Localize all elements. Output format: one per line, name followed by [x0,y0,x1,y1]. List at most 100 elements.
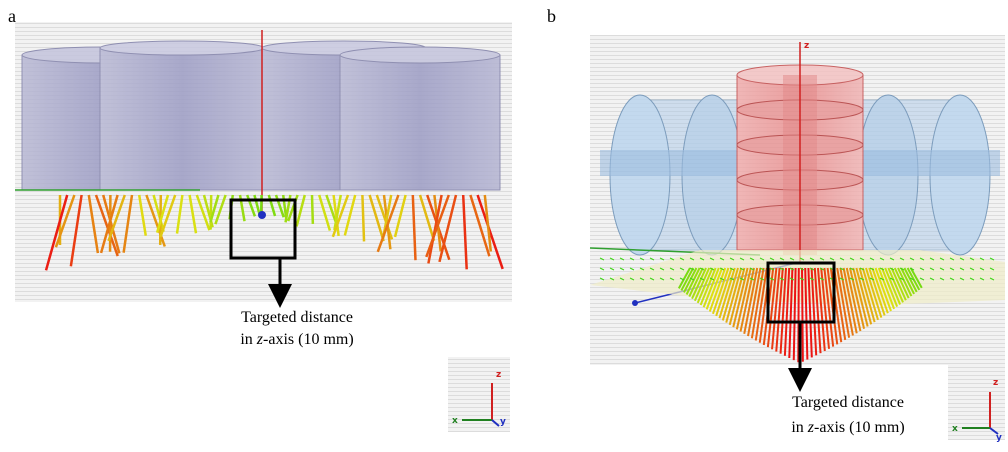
vector [865,267,883,318]
vector [823,267,835,347]
vector [295,194,307,227]
vector [754,267,768,341]
vector [732,267,749,328]
vector [669,257,675,261]
vector [879,267,885,271]
vector [483,194,493,252]
vector [859,267,865,271]
vector [989,267,995,271]
vector [679,257,685,261]
vector [683,267,698,293]
vector [884,267,902,305]
vector [699,277,705,281]
vector [99,194,119,254]
vector [649,277,655,281]
vector [749,267,755,271]
vector [719,277,725,281]
vector [836,267,851,338]
vector [209,194,220,223]
vector [715,267,733,317]
vector [721,267,739,321]
caption-line: in z-axis (10 mm) [240,331,353,348]
vector [789,257,795,261]
vector [949,277,955,281]
vector [881,267,899,308]
vector [629,277,635,281]
coil-cylinders [21,40,501,191]
vector [685,267,701,295]
vector [619,277,625,281]
vector [729,277,735,281]
vector [619,257,625,261]
vector [728,267,746,326]
vector [861,267,879,321]
vector [839,277,845,281]
vector [979,277,985,281]
vector [669,277,675,281]
vector [689,277,695,281]
vector [677,267,691,289]
axis-triad: z x y [948,365,1005,443]
vector [739,257,745,261]
vector [939,277,945,281]
vector [801,267,804,362]
vector [839,257,845,261]
vector [376,194,400,253]
vector [969,267,975,271]
vector [879,277,885,281]
vector [949,257,955,261]
vector [919,257,925,261]
vector [809,277,815,281]
vector [899,257,905,261]
vector [469,194,491,257]
vector [979,267,985,271]
vector [214,194,227,225]
vector [688,267,704,298]
vector [669,267,675,271]
vector [739,277,745,281]
vector [929,257,935,261]
vector [859,277,865,281]
panel-b: b z Targeted distance in z-axis (10 mm) [547,6,1005,443]
vector [87,194,100,254]
panel-label: a [8,6,16,26]
vector [709,277,715,281]
vector [858,267,876,323]
vector [959,257,965,261]
vector [804,267,809,360]
vector [137,194,147,236]
vector [725,267,743,323]
vector [411,194,417,261]
vector [438,194,458,263]
vector [680,267,695,291]
vector [771,267,781,350]
vector [759,277,765,281]
vector [855,267,873,325]
vector [659,277,665,281]
vector [267,194,277,217]
vector [899,267,905,271]
caption-line: Targeted distance [792,394,904,411]
vector [783,267,791,356]
vector [188,194,198,234]
field-vectors [44,194,504,271]
vector [639,267,645,271]
vector [709,267,715,271]
vector [759,257,765,261]
vector [159,194,177,238]
vector [94,194,119,257]
vector [691,267,707,300]
vector [792,267,797,361]
vector [909,257,915,261]
vector [739,267,745,271]
caption-line: Targeted distance [241,309,353,326]
vector [897,267,913,297]
vector [799,277,805,281]
vector [829,257,835,261]
vector [909,277,915,281]
vector [747,267,762,337]
vector [619,267,625,271]
vector [820,267,831,349]
vector [331,194,350,238]
